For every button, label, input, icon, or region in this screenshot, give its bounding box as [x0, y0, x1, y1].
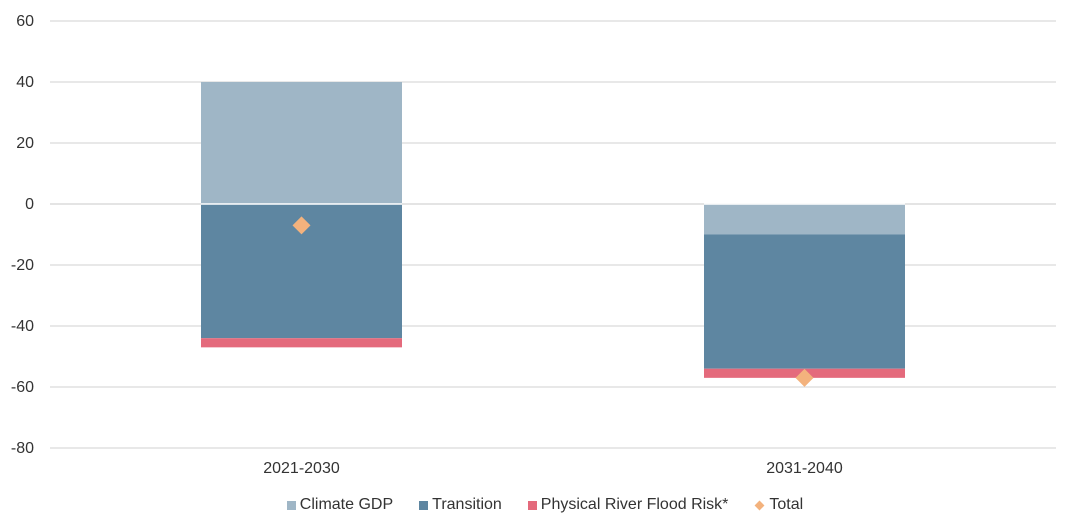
- y-tick-label: -60: [11, 379, 34, 396]
- y-tick-label: 0: [25, 196, 34, 213]
- grid-layer: [50, 20, 1056, 449]
- legend-swatch: [527, 500, 537, 510]
- x-tick-label: 2031-2040: [766, 460, 843, 477]
- axis-layer: 60 40 20 0 -20 -40 -60 -80 2021-2030 2031-2040: [11, 13, 843, 477]
- bar-layer: [201, 82, 905, 378]
- bar-climate-gdp-2031-2040: [704, 204, 905, 235]
- legend-item: Physical River Flood Risk*: [527, 496, 729, 514]
- bar-climate-gdp-2021-2030: [201, 82, 402, 204]
- total-marker-2021-2030: [292, 216, 311, 235]
- legend-label: Total: [769, 496, 804, 513]
- legend-item: Total: [754, 496, 803, 514]
- marker-layer: [292, 216, 814, 387]
- legend-diamond-icon: [754, 500, 765, 510]
- total-marker-2031-2040: [795, 368, 814, 387]
- y-tick-label: 40: [16, 74, 34, 91]
- y-tick-label: 20: [16, 135, 34, 152]
- bar-transition-2031-2040: [704, 234, 905, 369]
- y-tick-label: -40: [11, 318, 34, 335]
- y-tick-label: -80: [11, 440, 34, 457]
- bar-physical-river-flood-risk-2021-2030: [201, 338, 402, 348]
- y-tick-label: -20: [11, 257, 34, 274]
- legend-item: Climate GDP: [286, 496, 394, 514]
- legend-item: Transition: [419, 496, 502, 514]
- x-tick-label: 2021-2030: [263, 460, 340, 477]
- legend-swatch: [286, 500, 296, 510]
- legend-label: Transition: [432, 496, 502, 513]
- legend-label: Physical River Flood Risk*: [540, 496, 729, 513]
- y-tick-label: 60: [16, 13, 34, 30]
- legend: Climate GDP Transition Physical River Floo…: [0, 492, 1090, 518]
- legend-swatch: [419, 500, 429, 510]
- legend-label: Climate GDP: [299, 496, 394, 513]
